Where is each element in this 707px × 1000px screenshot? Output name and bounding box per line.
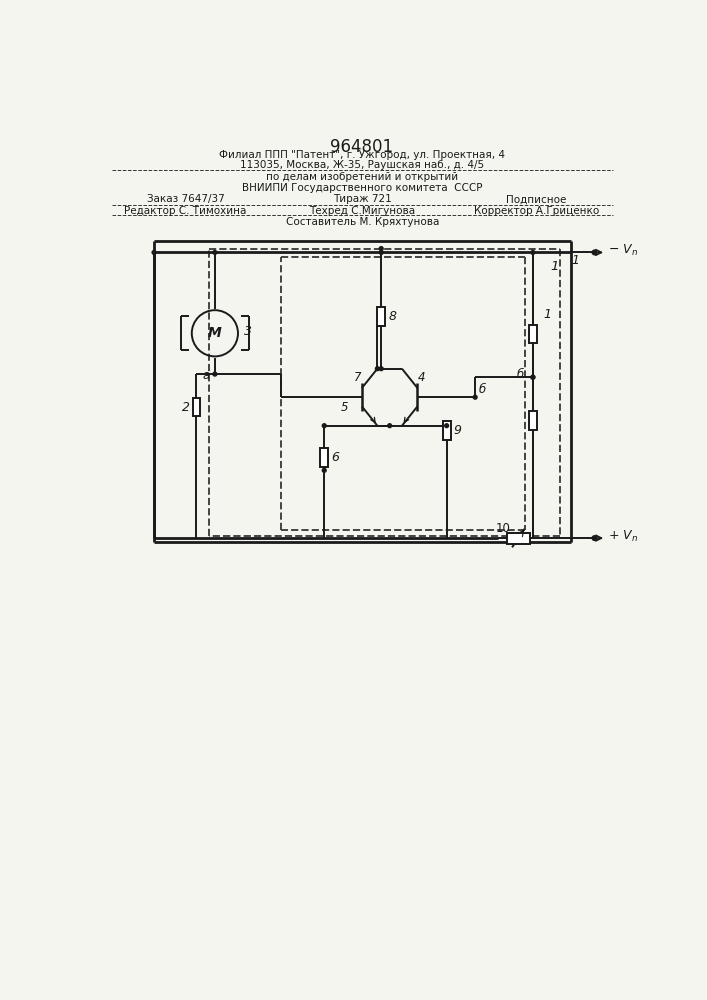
Text: 964801: 964801 xyxy=(330,138,394,156)
Text: $+\ V_n$: $+\ V_n$ xyxy=(607,529,638,544)
Bar xyxy=(192,398,200,416)
Text: ВНИИПИ Государственного комитета  СССР: ВНИИПИ Государственного комитета СССР xyxy=(242,183,483,193)
Circle shape xyxy=(375,367,379,371)
Text: Составитель М. Кряхтунова: Составитель М. Кряхтунова xyxy=(286,217,439,227)
Bar xyxy=(529,411,537,430)
Circle shape xyxy=(445,424,448,428)
Circle shape xyxy=(213,251,217,254)
Text: Подписное: Подписное xyxy=(506,194,567,204)
Text: 9: 9 xyxy=(454,424,462,437)
Circle shape xyxy=(379,251,383,254)
Circle shape xyxy=(322,424,326,428)
Circle shape xyxy=(592,250,597,255)
Text: 5: 5 xyxy=(341,401,349,414)
Text: 2: 2 xyxy=(182,401,189,414)
Text: б: б xyxy=(516,368,524,381)
Bar xyxy=(378,307,385,326)
Circle shape xyxy=(379,247,383,251)
Text: Филиал ППП "Патент", г. Ужгород, ул. Проектная, 4: Филиал ППП "Патент", г. Ужгород, ул. Про… xyxy=(219,150,506,160)
Text: 1: 1 xyxy=(571,254,580,267)
Text: 7: 7 xyxy=(354,371,362,384)
Circle shape xyxy=(531,375,534,379)
Text: Заказ 7647/37: Заказ 7647/37 xyxy=(146,194,224,204)
Text: 4: 4 xyxy=(418,371,425,384)
Text: $-\ V_n$: $-\ V_n$ xyxy=(607,243,638,258)
Bar xyxy=(507,533,530,544)
Text: 10: 10 xyxy=(496,522,510,535)
Circle shape xyxy=(387,424,392,428)
Text: Тираж 721: Тираж 721 xyxy=(333,194,392,204)
Bar xyxy=(529,325,537,343)
Text: Корректор А.Гриценко: Корректор А.Гриценко xyxy=(474,206,599,216)
Text: Редактор С. Тимохина: Редактор С. Тимохина xyxy=(124,206,247,216)
Text: 1: 1 xyxy=(544,308,551,321)
Circle shape xyxy=(592,536,597,540)
Circle shape xyxy=(473,395,477,399)
Text: M: M xyxy=(208,326,222,340)
Text: Техред С.Мигунова: Техред С.Мигунова xyxy=(309,206,416,216)
Circle shape xyxy=(379,367,383,371)
Text: 6: 6 xyxy=(331,451,339,464)
Text: 113035, Москва, Ж-35, Раушская наб., д. 4/5: 113035, Москва, Ж-35, Раушская наб., д. … xyxy=(240,160,484,170)
Text: 1: 1 xyxy=(551,260,559,273)
Text: б: б xyxy=(478,383,486,396)
Circle shape xyxy=(322,468,326,472)
Circle shape xyxy=(531,375,534,379)
Circle shape xyxy=(213,372,217,376)
Circle shape xyxy=(152,251,156,254)
Text: по делам изобретений и открытий: по делам изобретений и открытий xyxy=(267,172,458,182)
Bar xyxy=(443,421,450,440)
Bar xyxy=(320,448,328,466)
Text: 8: 8 xyxy=(388,310,396,323)
Text: a: a xyxy=(202,369,209,382)
Text: 3: 3 xyxy=(244,325,252,338)
Circle shape xyxy=(531,251,534,254)
